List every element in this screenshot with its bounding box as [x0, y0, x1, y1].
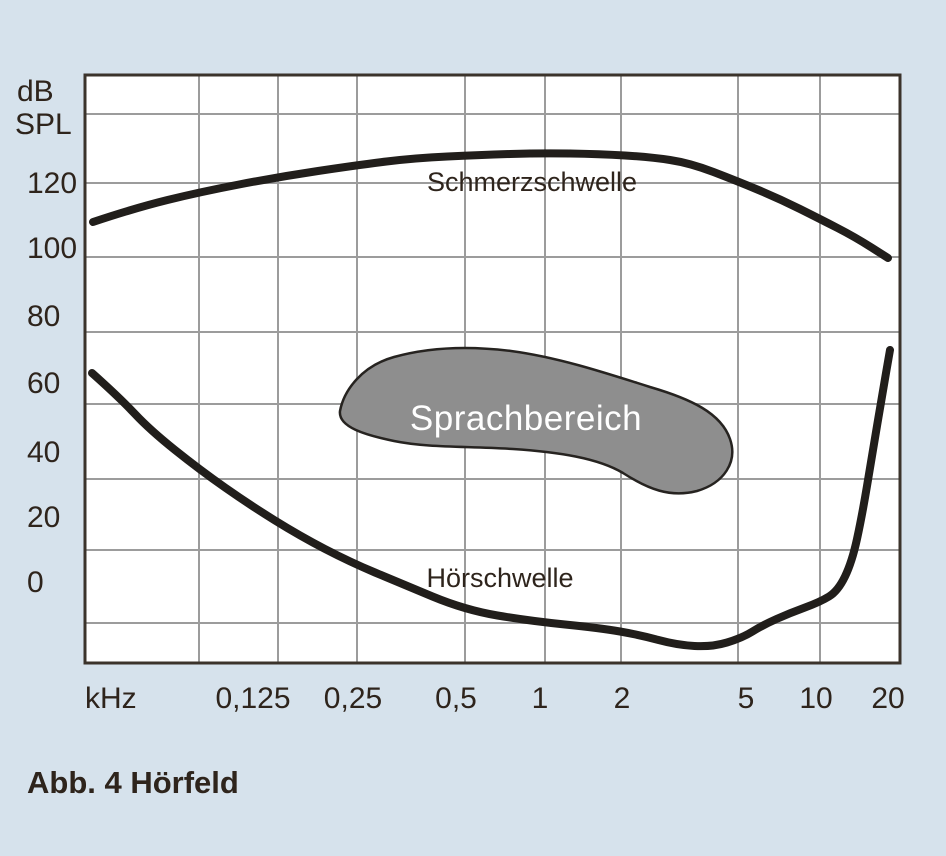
y-axis-unit-line2: SPL	[15, 108, 72, 141]
y-tick-label: 0	[27, 566, 44, 599]
x-tick-label: 0,25	[324, 682, 382, 715]
x-tick-label: 0,5	[435, 682, 477, 715]
x-tick-label: 20	[871, 682, 904, 715]
curve-label-schmerzschwelle: Schmerzschwelle	[427, 167, 637, 197]
y-tick-label: 20	[27, 501, 60, 534]
plot-border	[83, 73, 902, 665]
region-label-sprachbereich: Sprachbereich	[410, 399, 642, 438]
y-tick-label: 100	[27, 232, 77, 265]
region-layer	[338, 346, 734, 495]
y-tick-label: 60	[27, 367, 60, 400]
plot-border-layer	[83, 73, 902, 665]
figure-caption: Abb. 4 Hörfeld	[27, 765, 239, 800]
x-tick-label: 0,125	[215, 682, 290, 715]
x-axis-unit: kHz	[85, 682, 137, 715]
curve-schmerzschwelle	[89, 149, 892, 262]
x-tick-label: 5	[738, 682, 755, 715]
y-axis-unit-line1: dB	[17, 75, 54, 108]
region-sprachbereich	[338, 346, 734, 495]
x-tick-label: 2	[614, 682, 631, 715]
y-tick-label: 80	[27, 300, 60, 333]
y-tick-label: 40	[27, 436, 60, 469]
x-tick-label: 10	[799, 682, 832, 715]
grid-layer	[85, 75, 900, 663]
tick-labels-layer: 0,125 0,25 0,5 1 2 5 10 20 120 100 80 60 40 20 0	[27, 167, 905, 715]
x-tick-label: 1	[532, 682, 549, 715]
curve-hoerschwelle	[88, 346, 894, 651]
y-tick-label: 120	[27, 167, 77, 200]
curves-layer	[88, 149, 894, 651]
curve-label-hoerschwelle: Hörschwelle	[426, 563, 573, 593]
